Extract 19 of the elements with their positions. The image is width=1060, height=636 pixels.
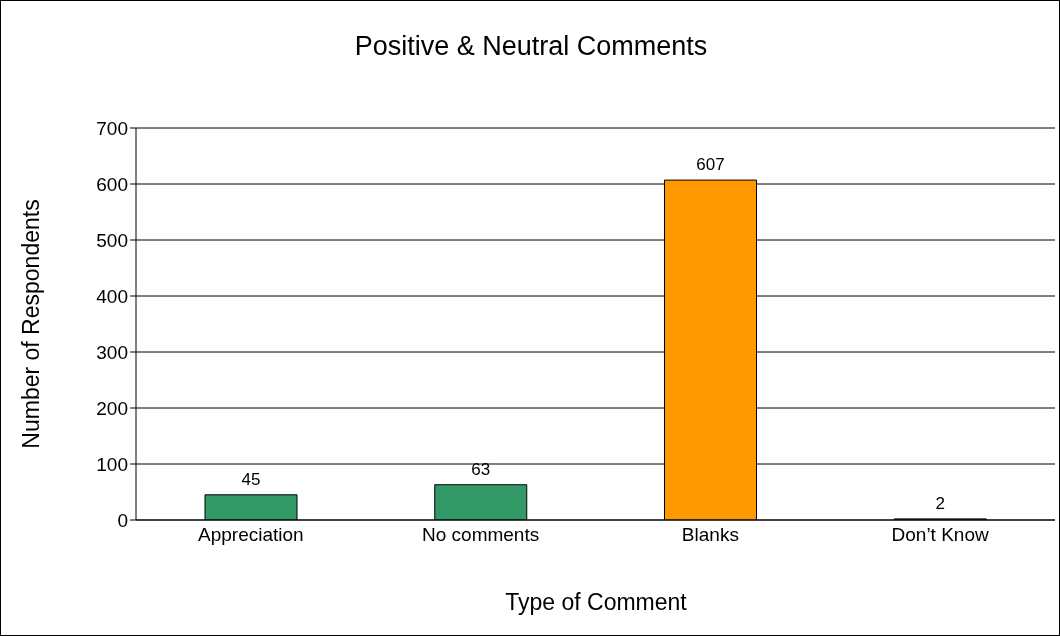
data-label: 607 — [696, 155, 725, 175]
data-label: 2 — [935, 493, 945, 513]
x-tick-label: Don’t Know — [891, 524, 989, 546]
y-tick-label: 500 — [96, 229, 128, 251]
x-tick-label: No comments — [422, 524, 540, 546]
x-axis-title: Type of Comment — [504, 589, 688, 616]
data-label: 45 — [241, 469, 261, 489]
x-tick-label: Blanks — [681, 524, 739, 546]
y-axis-title: Number of Respondents — [18, 199, 45, 449]
y-tick-label: 200 — [96, 397, 128, 419]
y-tick-label: 700 — [96, 117, 128, 139]
y-tick-label: 300 — [96, 341, 128, 363]
x-tick-label: Appreciation — [198, 524, 304, 546]
data-label: 63 — [471, 459, 491, 479]
y-tick-label: 400 — [96, 285, 128, 307]
y-tick-label: 600 — [96, 173, 128, 195]
y-tick-label: 0 — [117, 509, 128, 531]
chart-title: Positive & Neutral Comments — [353, 31, 709, 62]
y-tick-label: 100 — [96, 453, 128, 475]
